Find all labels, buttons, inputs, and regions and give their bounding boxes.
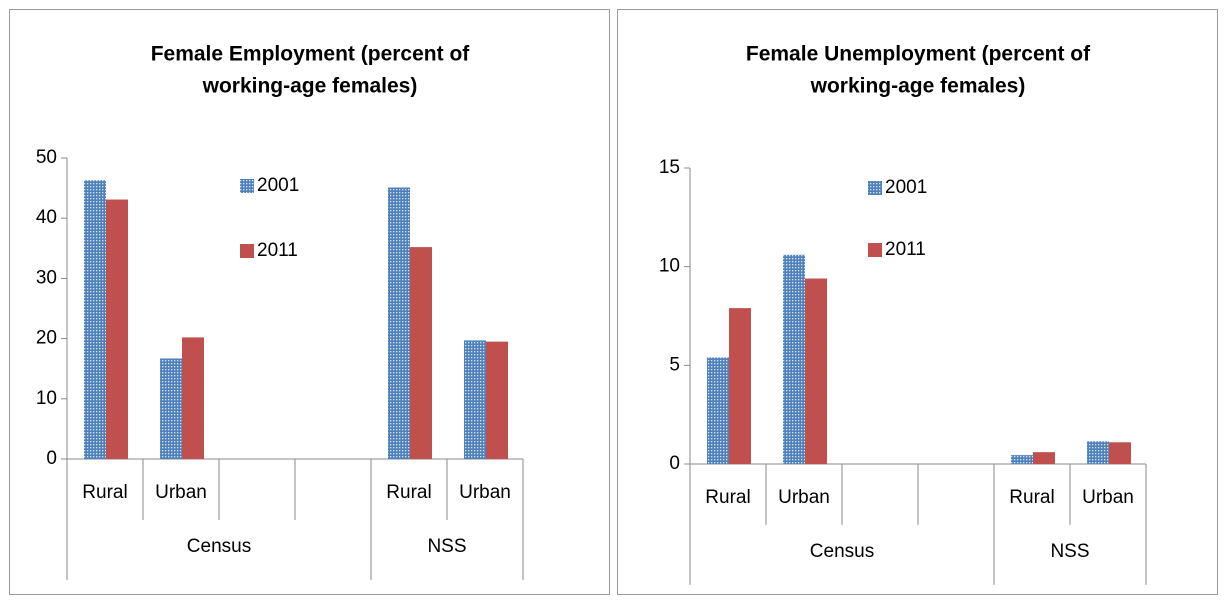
chart-title: Female Unemployment (percent of [746, 43, 1091, 66]
group-label: Census [187, 536, 251, 557]
bar [805, 278, 827, 464]
bar [160, 358, 182, 459]
x-tick-label: Rural [705, 487, 750, 508]
y-tick-label: 5 [669, 354, 680, 375]
legend-swatch [240, 179, 254, 193]
bar [729, 308, 751, 464]
bar [410, 247, 432, 459]
bar [84, 180, 106, 460]
y-tick-label: 0 [669, 453, 680, 474]
bar [1033, 452, 1055, 464]
legend-label: 2011 [257, 240, 298, 261]
bar [106, 199, 128, 459]
x-tick-label: Rural [1009, 487, 1054, 508]
y-tick-label: 20 [36, 328, 57, 349]
bar [464, 340, 486, 459]
chart-frame [617, 9, 1218, 595]
y-tick-label: 10 [36, 388, 57, 409]
legend-swatch [868, 181, 882, 195]
y-tick-label: 10 [659, 256, 680, 277]
x-tick-label: Urban [1082, 487, 1134, 508]
x-tick-label: Urban [155, 482, 207, 503]
bar [783, 254, 805, 464]
legend-swatch [240, 244, 254, 258]
legend-label: 2001 [885, 177, 927, 198]
group-label: Census [810, 541, 874, 562]
bar [388, 187, 410, 460]
legend-label: 2001 [257, 175, 299, 196]
y-tick-label: 30 [36, 267, 57, 288]
y-tick-label: 15 [659, 157, 680, 178]
chart-title: working-age females) [202, 75, 418, 98]
bar [707, 357, 729, 464]
bar [182, 337, 204, 459]
bar [1087, 441, 1109, 464]
x-tick-label: Rural [82, 482, 127, 503]
y-tick-label: 0 [46, 448, 57, 469]
y-tick-label: 50 [36, 147, 57, 168]
chart-frame [9, 9, 610, 595]
chart-title: Female Employment (percent of [151, 43, 471, 66]
legend-label: 2011 [885, 239, 926, 260]
y-tick-label: 40 [36, 207, 57, 228]
x-tick-label: Urban [459, 482, 511, 503]
chart-title: working-age females) [810, 75, 1026, 98]
legend-swatch [868, 243, 882, 257]
x-tick-label: Rural [386, 482, 431, 503]
bar [1011, 455, 1033, 464]
bar [486, 341, 508, 459]
group-label: NSS [427, 536, 466, 557]
group-label: NSS [1050, 541, 1089, 562]
x-tick-label: Urban [778, 487, 830, 508]
bar [1109, 442, 1131, 464]
